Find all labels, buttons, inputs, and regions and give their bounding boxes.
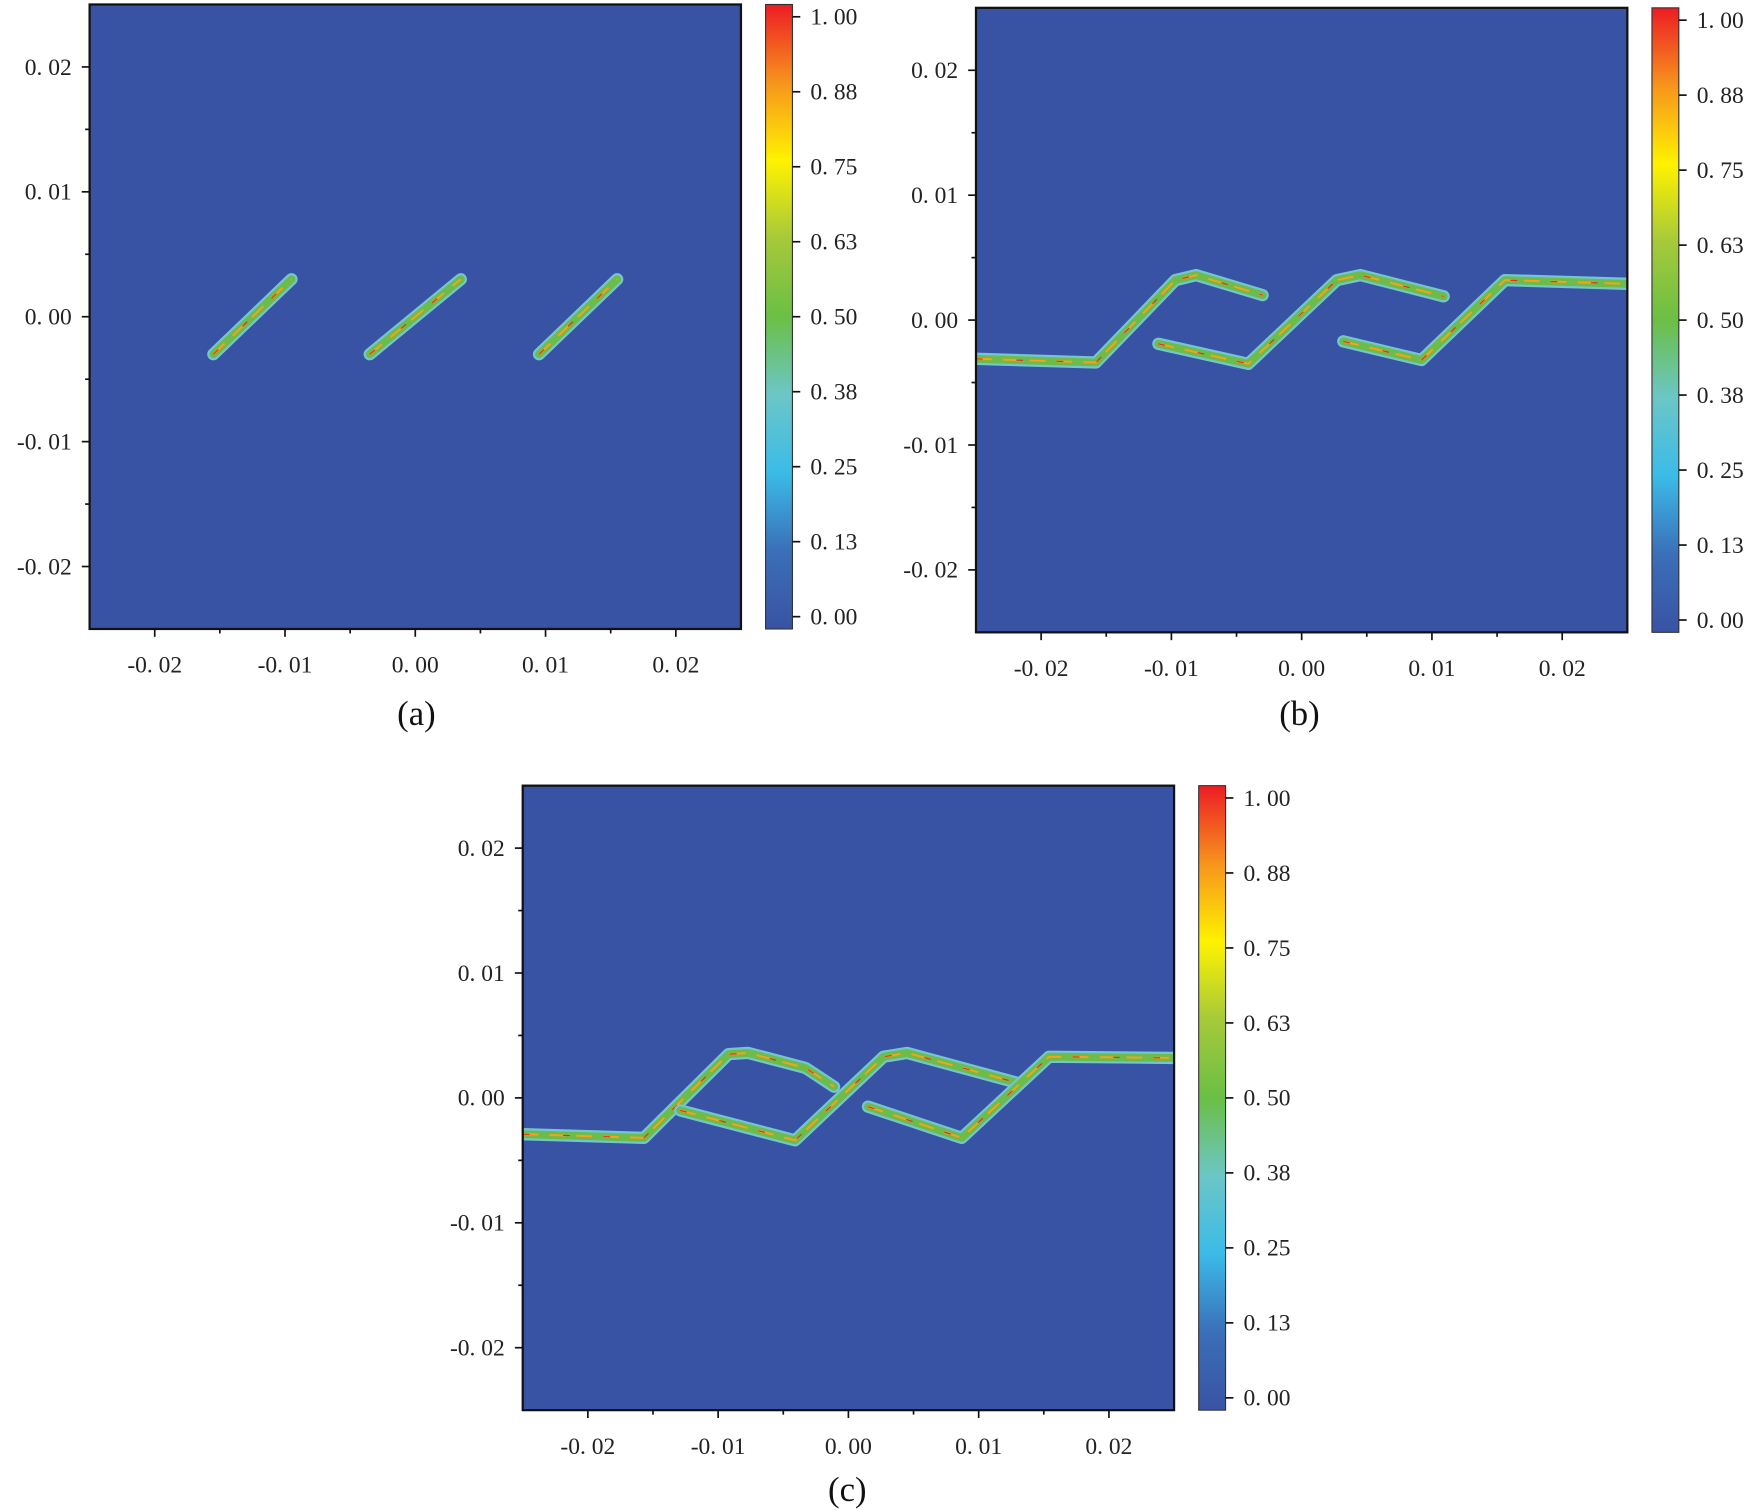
panel-label: (c) (828, 1470, 867, 1509)
colorbar-tick-label: 1. 00 (1243, 786, 1290, 812)
x-tick-label: -0. 02 (560, 1434, 615, 1460)
colorbar-tick-label: 0. 63 (1697, 233, 1744, 259)
colorbar-tick-label: 0. 25 (1243, 1236, 1290, 1262)
y-tick-label: -0. 02 (903, 558, 958, 584)
y-tick-label: 0. 01 (911, 183, 958, 209)
colorbar-tick-label: 0. 38 (1697, 383, 1744, 409)
colorbar-tick-label: 0. 88 (1697, 83, 1744, 109)
panel-a: -0. 02 -0. 01 0. 00 0. 01 0. 02 0. 02 0. 01 0. … (17, 3, 857, 733)
colorbar-tick-label: 0. 75 (810, 155, 857, 181)
y-tick-label: 0. 02 (458, 836, 505, 862)
colorbar-tick-label: 0. 25 (1697, 458, 1744, 484)
x-tick-label: 0. 01 (522, 653, 569, 679)
colorbar-tick-label: 0. 13 (810, 530, 857, 556)
x-tick-label: 0. 02 (1085, 1434, 1132, 1460)
y-tick-label: 0. 02 (25, 55, 72, 81)
crack-path (861, 1050, 1175, 1145)
y-tick-label: 0. 00 (911, 308, 958, 334)
colorbar-tick-label: 0. 00 (810, 604, 857, 630)
colorbar-tick-label: 0. 50 (1697, 308, 1744, 334)
colorbar-gradient (765, 3, 794, 630)
colorbar-tick-label: 0. 63 (1243, 1011, 1290, 1037)
y-tick-label: -0. 01 (903, 433, 958, 459)
colorbar-tick-label: 0. 50 (810, 305, 857, 331)
colorbar-tick-label: 0. 25 (810, 455, 857, 481)
crack-field (207, 273, 624, 361)
y-tick-label: 0. 02 (911, 58, 958, 84)
y-tick-label: 0. 01 (458, 961, 505, 987)
colorbar-tick-label: 0. 75 (1243, 936, 1290, 962)
x-tick-label: 0. 00 (392, 653, 439, 679)
colorbar-tick-label: 0. 50 (1243, 1086, 1290, 1112)
panel-b: -0. 02 -0. 01 0. 00 0. 01 0. 02 0. 02 0. 01 0. … (903, 6, 1744, 733)
y-tick-label: 0. 01 (25, 180, 72, 206)
x-tick-label: 0. 00 (1278, 656, 1325, 682)
y-tick-label: 0. 00 (458, 1086, 505, 1112)
crack-path (363, 273, 467, 361)
y-tick-label: -0. 01 (17, 429, 72, 455)
panel-label: (b) (1279, 694, 1319, 733)
x-tick-label: -0. 02 (1014, 656, 1069, 682)
crack-field (975, 268, 1628, 370)
crack-path (207, 273, 298, 361)
crack-path (1152, 268, 1450, 370)
y-tick-label: -0. 02 (450, 1336, 505, 1362)
y-tick-label: -0. 02 (17, 554, 72, 580)
colorbar-tick-label: 0. 38 (1243, 1161, 1290, 1187)
colorbar-tick-label: 0. 88 (1243, 861, 1290, 887)
colorbar-tick-label: 0. 75 (1697, 158, 1744, 184)
colorbar-gradient (1651, 7, 1680, 633)
colorbar-tick-label: 1. 00 (810, 5, 857, 31)
x-tick-label: -0. 02 (127, 653, 182, 679)
colorbar: 1. 00 0. 88 0. 75 0. 63 0. 50 0. 38 0. 25 0. 13… (765, 3, 857, 630)
colorbar: 1. 00 0. 88 0. 75 0. 63 0. 50 0. 38 0. 25 0. 13… (1198, 785, 1290, 1412)
colorbar-tick-label: 0. 13 (1697, 533, 1744, 559)
y-tick-label: 0. 00 (25, 305, 72, 331)
x-tick-label: 0. 00 (825, 1434, 872, 1460)
x-tick-label: 0. 01 (955, 1434, 1002, 1460)
colorbar-tick-label: 0. 13 (1243, 1311, 1290, 1337)
colorbar-tick-label: 0. 00 (1243, 1386, 1290, 1412)
colorbar-tick-label: 0. 63 (810, 230, 857, 256)
x-tick-label: 0. 01 (1408, 656, 1455, 682)
colorbar-tick-label: 0. 88 (810, 80, 857, 106)
x-tick-label: -0. 01 (1144, 656, 1199, 682)
crack-field (522, 1046, 1175, 1147)
colorbar-tick-label: 0. 00 (1697, 608, 1744, 634)
colorbar-tick-label: 0. 38 (810, 380, 857, 406)
x-tick-label: -0. 01 (258, 653, 313, 679)
colorbar-tick-label: 1. 00 (1697, 8, 1744, 34)
x-tick-label: 0. 02 (1539, 656, 1586, 682)
crack-path (522, 1046, 841, 1145)
colorbar-gradient (1198, 785, 1227, 1411)
x-tick-label: 0. 02 (652, 653, 699, 679)
y-tick-label: -0. 01 (450, 1211, 505, 1237)
crack-path (975, 268, 1269, 369)
panel-c: -0. 02 -0. 01 0. 00 0. 01 0. 02 0. 02 0. 01 0. … (450, 784, 1290, 1509)
crack-path (532, 273, 624, 361)
x-tick-label: -0. 01 (691, 1434, 746, 1460)
colorbar: 1. 00 0. 88 0. 75 0. 63 0. 50 0. 38 0. 25 0. 13… (1651, 7, 1744, 634)
panel-label: (a) (397, 694, 436, 733)
crack-path (1337, 273, 1628, 367)
crack-path (674, 1046, 1024, 1147)
